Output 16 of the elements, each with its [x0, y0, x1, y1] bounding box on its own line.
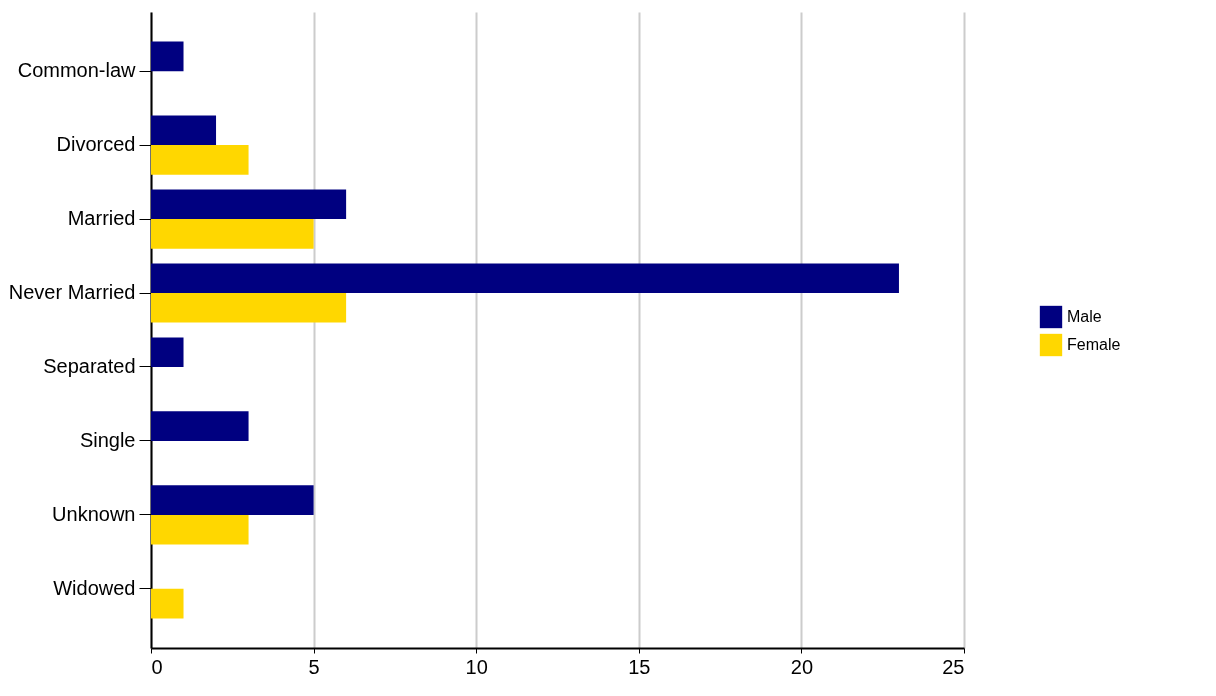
y-tick-label: Widowed	[53, 576, 136, 599]
y-tick-label: Single	[79, 428, 136, 451]
x-tick-label: 15	[628, 655, 651, 678]
x-tick-label: 20	[790, 655, 814, 678]
x-tick-label: 10	[465, 655, 488, 678]
y-tick-label: Never Married	[8, 281, 136, 304]
legend-label: Female	[1067, 336, 1121, 353]
y-tick-label: Separated	[43, 354, 136, 377]
y-tick-label: Married	[67, 207, 136, 230]
x-tick-label: 0	[151, 655, 163, 678]
y-tick-label: Unknown	[52, 502, 136, 525]
legend-label: Male	[1067, 308, 1102, 325]
y-tick-label: Divorced	[56, 133, 136, 156]
x-tick-label: 25	[942, 655, 965, 678]
y-tick-label: Common-law	[17, 59, 137, 82]
x-tick-label: 5	[308, 655, 320, 678]
